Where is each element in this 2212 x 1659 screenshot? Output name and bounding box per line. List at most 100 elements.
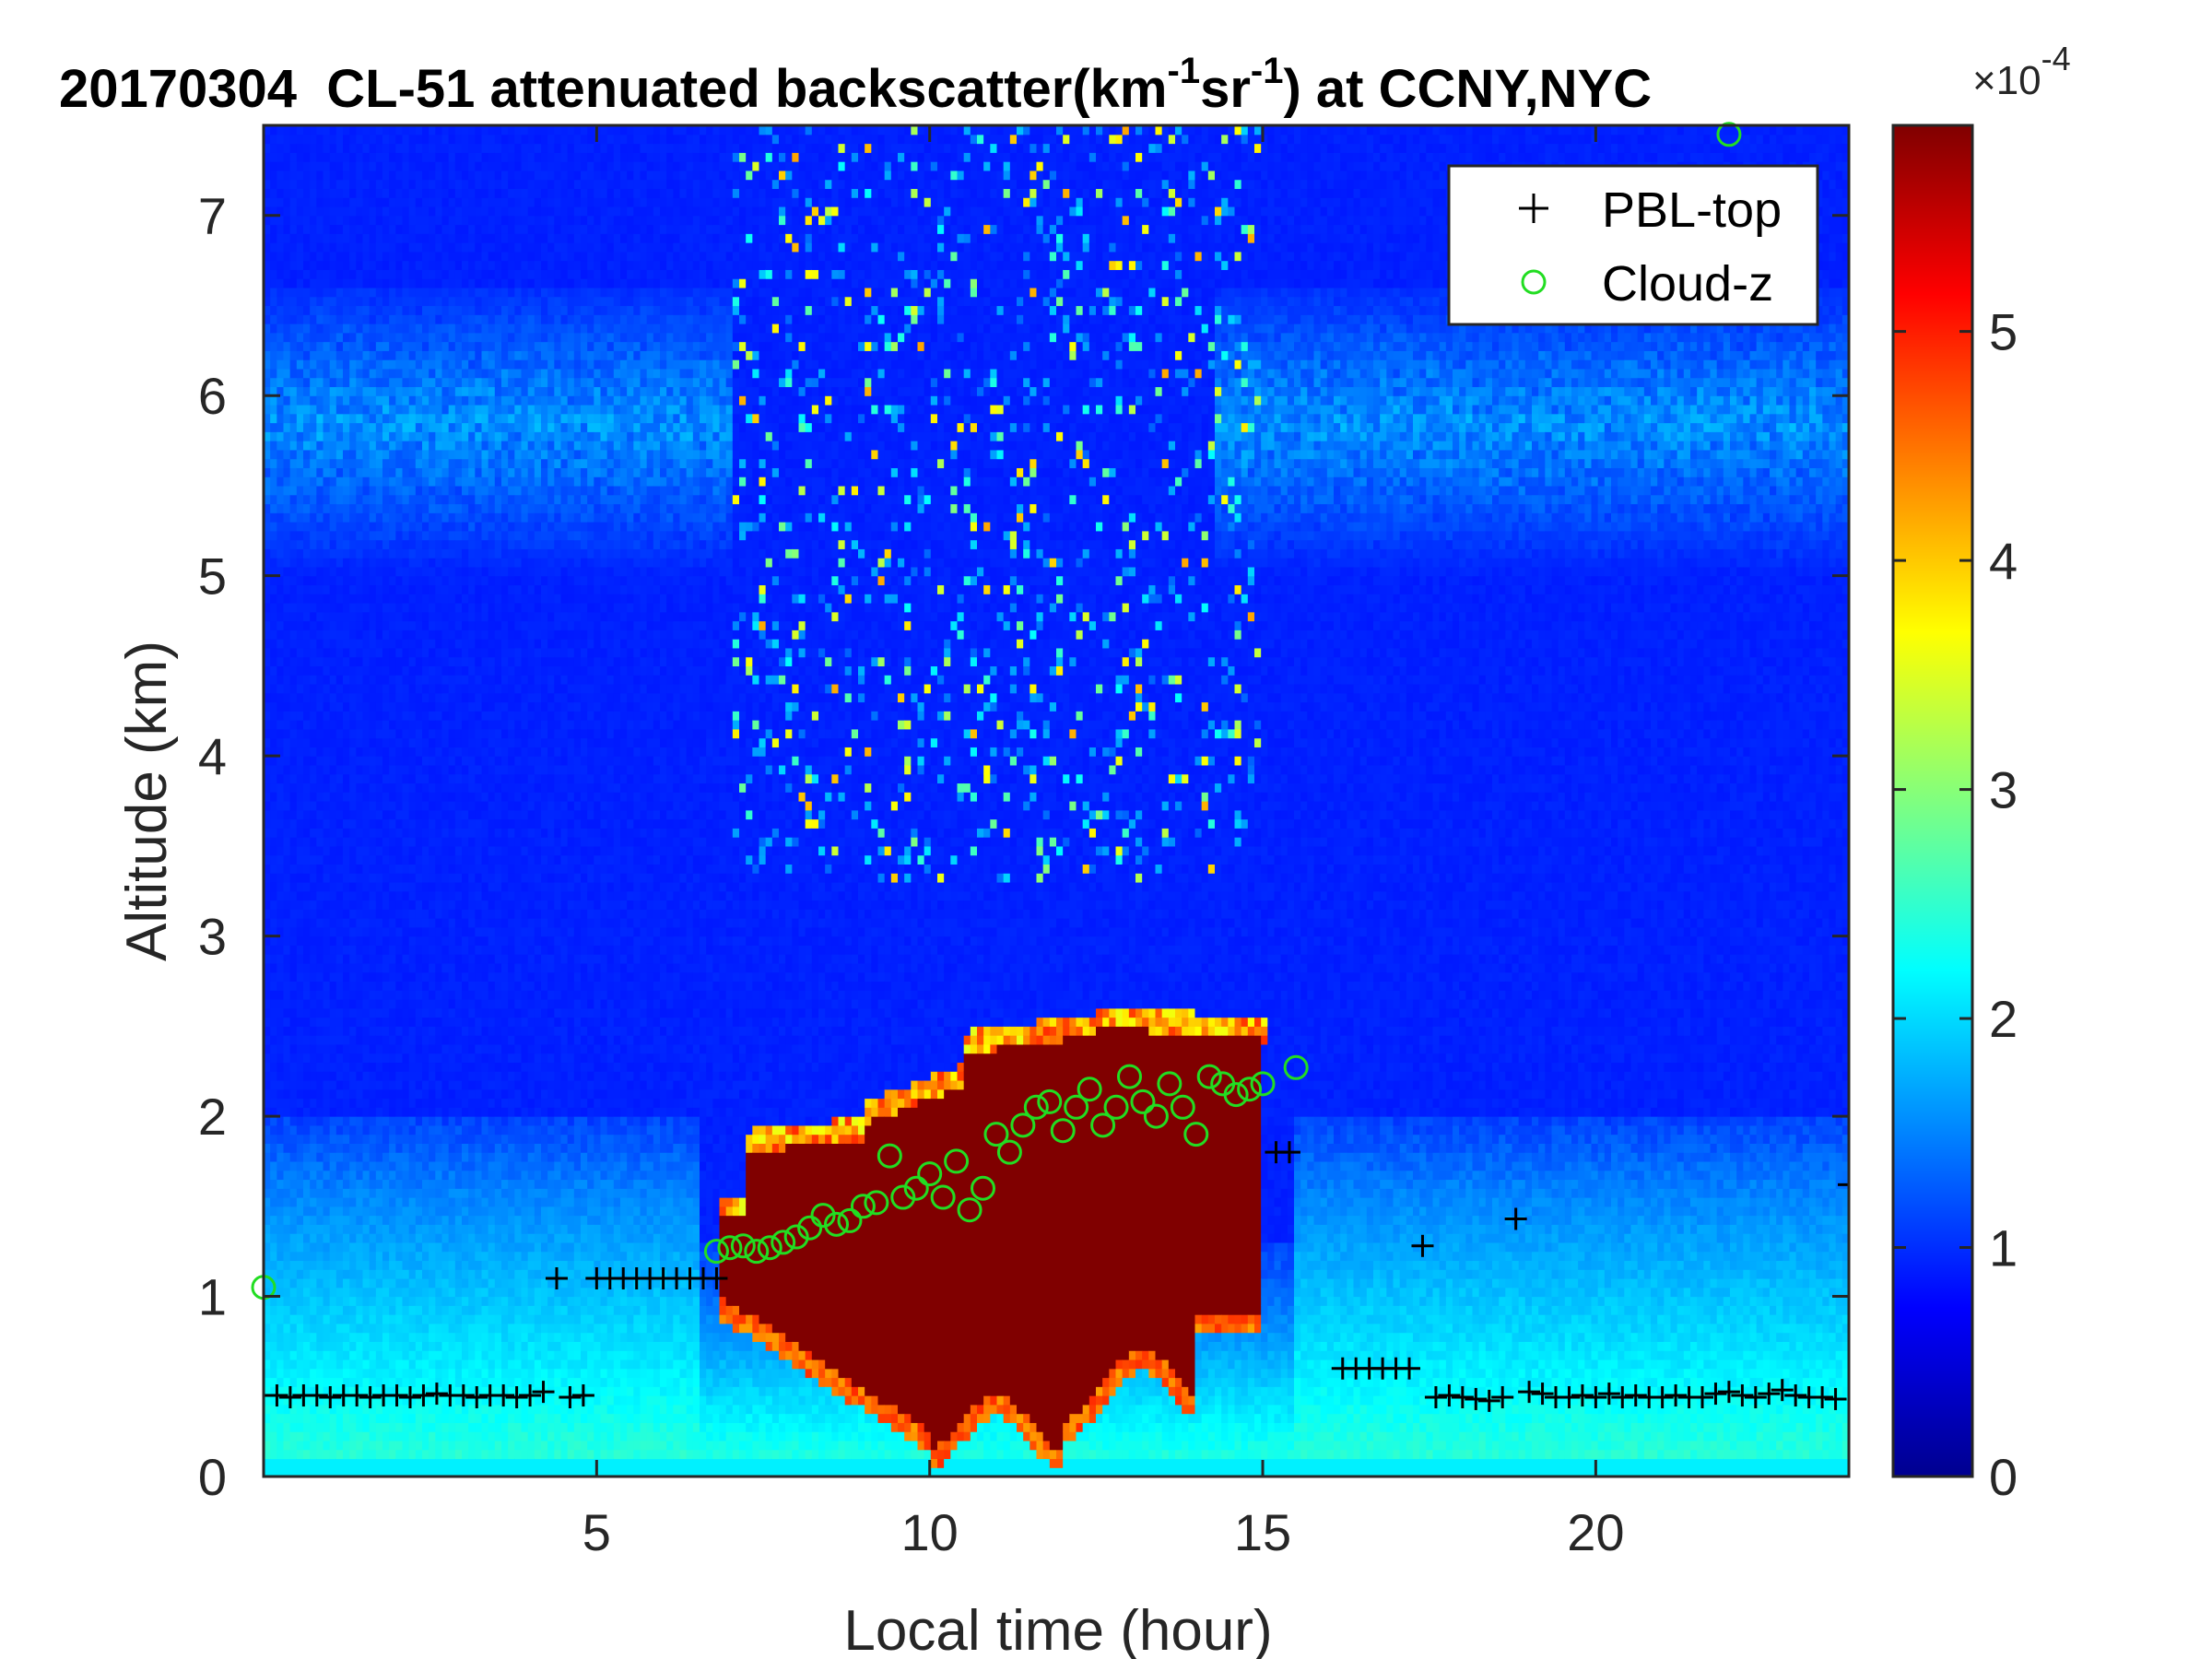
cloud-z-point bbox=[797, 1215, 823, 1241]
pbl-top-point bbox=[1824, 1387, 1847, 1410]
cloud-z-point bbox=[1037, 1088, 1063, 1114]
legend-pbl-label: PBL-top bbox=[1602, 182, 1782, 238]
pbl-top-point bbox=[1531, 1382, 1554, 1406]
cloud-z-point bbox=[971, 1175, 996, 1201]
y-axis-label: Altitude (km) bbox=[115, 641, 179, 961]
colorbar-exponent-base: ×10 bbox=[1972, 58, 2041, 103]
cloud-z-point bbox=[890, 1184, 916, 1210]
pbl-top-point bbox=[1717, 1381, 1740, 1404]
cloud-z-point bbox=[717, 1235, 743, 1261]
pbl-top-point bbox=[705, 1266, 728, 1289]
pbl-top-point bbox=[346, 1384, 369, 1407]
plot-frame bbox=[262, 124, 1851, 1478]
cloud-z-point bbox=[837, 1207, 863, 1233]
y-tick-label: 5 bbox=[198, 547, 227, 606]
legend-cloud-label: Cloud-z bbox=[1602, 256, 1773, 312]
pbl-top-point bbox=[505, 1385, 528, 1408]
pbl-top-point bbox=[452, 1384, 475, 1407]
pbl-top-point bbox=[1784, 1384, 1807, 1407]
pbl-top-point bbox=[1771, 1379, 1794, 1402]
cloud-z-point bbox=[877, 1143, 902, 1169]
pbl-top-point bbox=[1558, 1385, 1581, 1408]
pbl-top-point bbox=[319, 1385, 342, 1408]
cloud-z-point bbox=[810, 1203, 836, 1229]
y-tick-label: 3 bbox=[198, 908, 227, 966]
pbl-top-point bbox=[412, 1384, 435, 1407]
y-tick-label: 1 bbox=[198, 1268, 227, 1326]
legend-pbl-marker bbox=[1519, 194, 1548, 223]
pbl-top-point bbox=[1597, 1382, 1620, 1406]
cloud-z-point bbox=[771, 1230, 796, 1255]
cloud-z-point bbox=[1130, 1088, 1156, 1114]
pbl-top-point bbox=[1518, 1381, 1541, 1404]
cloud-z-point bbox=[1116, 1064, 1142, 1089]
pbl-top-point bbox=[1838, 1173, 1849, 1196]
cloud-z-point bbox=[1050, 1118, 1076, 1144]
pbl-top-point bbox=[1465, 1387, 1488, 1410]
cloud-z-point bbox=[930, 1184, 956, 1210]
pbl-top-point bbox=[1611, 1385, 1634, 1408]
cloud-z-point bbox=[864, 1190, 889, 1216]
cloud-z-point bbox=[957, 1197, 982, 1223]
cloud-z-point bbox=[1157, 1071, 1182, 1097]
pbl-top-point bbox=[398, 1385, 421, 1408]
pbl-top-point bbox=[571, 1384, 594, 1407]
cloud-z-point bbox=[983, 1122, 1009, 1147]
cloud-z-point bbox=[917, 1161, 943, 1187]
pbl-top-point bbox=[385, 1384, 408, 1407]
colorbar-tick-label: 3 bbox=[1989, 761, 2018, 819]
cloud-z-point bbox=[1250, 1071, 1276, 1097]
colorbar-tick-label: 4 bbox=[1989, 532, 2018, 590]
cloud-z-point bbox=[1170, 1094, 1195, 1120]
pbl-top-point bbox=[545, 1266, 568, 1289]
title-date: 20170304 bbox=[59, 59, 297, 119]
x-axis-ticks: 5 10 15 20 bbox=[582, 125, 1625, 1561]
legend-box bbox=[1447, 164, 1819, 326]
pbl-top-point bbox=[1691, 1385, 1714, 1408]
pbl-top-point bbox=[1651, 1385, 1674, 1408]
cloud-z-point bbox=[824, 1211, 850, 1237]
pbl-top-point bbox=[532, 1381, 555, 1404]
pbl-top-point bbox=[1504, 1207, 1527, 1230]
y-tick-label: 6 bbox=[198, 367, 227, 425]
pbl-top-point bbox=[1398, 1357, 1421, 1380]
pbl-top-point bbox=[359, 1385, 382, 1408]
x-axis-label: Local time (hour) bbox=[843, 1599, 1272, 1659]
legend: PBL-top Cloud-z bbox=[1447, 164, 1819, 326]
y-tick-label: 7 bbox=[198, 187, 227, 245]
pbl-top-point bbox=[1477, 1389, 1500, 1412]
pbl-top-point bbox=[1811, 1385, 1834, 1408]
pbl-top-point bbox=[1624, 1384, 1647, 1407]
colorbar-exponent: ×10-4 bbox=[1972, 40, 2071, 103]
cloud-z-point bbox=[1716, 122, 1742, 147]
pbl-top-point bbox=[1491, 1385, 1514, 1408]
pbl-top-point bbox=[1451, 1385, 1474, 1408]
pbl-top-point bbox=[519, 1384, 542, 1407]
pbl-top-point bbox=[1411, 1234, 1434, 1257]
pbl-top-point bbox=[465, 1385, 488, 1408]
y-tick-label: 0 bbox=[198, 1448, 227, 1506]
pbl-top-point bbox=[1571, 1384, 1594, 1407]
cloud-z-point bbox=[996, 1139, 1022, 1165]
pbl-top-point bbox=[1277, 1141, 1300, 1164]
colorbar-ticks: 0 1 2 3 4 5 bbox=[1893, 303, 2018, 1506]
pbl-top-point bbox=[1758, 1382, 1781, 1406]
title-sup2: -1 bbox=[1251, 51, 1284, 91]
pbl-top-point bbox=[265, 1384, 288, 1407]
cloud-z-point bbox=[783, 1224, 809, 1250]
cloud-z-point bbox=[944, 1148, 970, 1174]
title-instrument: CL-51 attenuated backscatter(km bbox=[326, 59, 1167, 119]
x-tick-label: 20 bbox=[1567, 1503, 1624, 1561]
x-tick-label: 5 bbox=[582, 1503, 611, 1561]
cloud-z-point bbox=[1183, 1122, 1209, 1147]
cloud-z-point bbox=[903, 1175, 929, 1201]
cloud-z-point bbox=[1090, 1112, 1116, 1138]
title-mid: sr bbox=[1200, 59, 1251, 119]
cloud-z-point bbox=[1077, 1077, 1102, 1102]
cloud-z-series bbox=[251, 122, 1742, 1300]
pbl-top-point bbox=[1704, 1382, 1727, 1406]
pbl-top-point bbox=[1731, 1384, 1754, 1407]
cloud-z-point bbox=[703, 1239, 729, 1265]
pbl-top-point bbox=[1438, 1384, 1461, 1407]
cloud-z-point bbox=[744, 1239, 770, 1265]
